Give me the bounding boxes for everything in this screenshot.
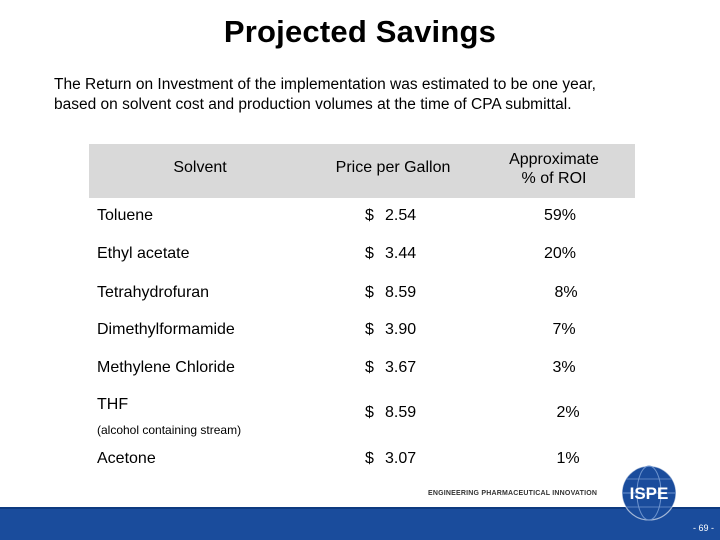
row-currency: $ — [365, 245, 374, 262]
intro-paragraph: The Return on Investment of the implemen… — [54, 75, 694, 115]
row-solvent-name: Ethyl acetate — [97, 245, 190, 262]
row-price: 3.44 — [385, 245, 417, 262]
row-solvent-name: Tetrahydrofuran — [97, 284, 210, 301]
header-approximate-roi: Approximate % of ROI — [490, 150, 618, 188]
header-roi-line-1: Approximate — [509, 151, 599, 168]
slide-title: Projected Savings — [223, 14, 497, 49]
row-price: 8.59 — [385, 284, 417, 301]
row-currency: $ — [365, 359, 374, 376]
footer-rule — [0, 507, 720, 509]
row-currency: $ — [365, 404, 374, 421]
header-solvent: Solvent — [173, 159, 227, 176]
row-currency: $ — [365, 207, 374, 224]
row-roi: 2% — [556, 404, 580, 421]
footer-tagline: ENGINEERING PHARMACEUTICAL INNOVATION — [428, 490, 598, 497]
footer-bar — [0, 509, 720, 540]
row-roi: 3% — [552, 359, 576, 376]
row-roi: 20% — [543, 245, 577, 262]
row-currency: $ — [365, 321, 374, 338]
row-solvent-name: Acetone — [97, 450, 156, 467]
row-roi: 59% — [543, 207, 577, 224]
row-currency: $ — [365, 450, 374, 467]
page-number: - 69 - — [692, 523, 714, 533]
row-price: 8.59 — [385, 404, 417, 421]
ispe-logo-icon: ISPE — [621, 465, 677, 521]
header-roi-line-2: % of ROI — [521, 170, 587, 187]
row-solvent-name: Dimethylformamide — [97, 321, 235, 338]
row-roi: 7% — [552, 321, 576, 338]
logo-wordmark: ISPE — [630, 484, 669, 503]
row-solvent-name: Toluene — [97, 207, 154, 224]
intro-line-2: based on solvent cost and production vol… — [54, 96, 572, 113]
row-roi: 1% — [556, 450, 580, 467]
intro-line-1: The Return on Investment of the implemen… — [54, 76, 596, 93]
row-solvent-note: (alcohol containing stream) — [97, 423, 242, 437]
row-price: 3.67 — [385, 359, 417, 376]
row-solvent-name: Methylene Chloride — [97, 359, 235, 376]
row-roi: 8% — [554, 284, 578, 301]
row-price: 2.54 — [385, 207, 417, 224]
row-price: 3.07 — [385, 450, 417, 467]
header-price-per-gallon: Price per Gallon — [335, 159, 451, 176]
table-header-background — [89, 144, 635, 198]
row-currency: $ — [365, 284, 374, 301]
row-price: 3.90 — [385, 321, 417, 338]
row-solvent-name: THF — [97, 396, 129, 413]
